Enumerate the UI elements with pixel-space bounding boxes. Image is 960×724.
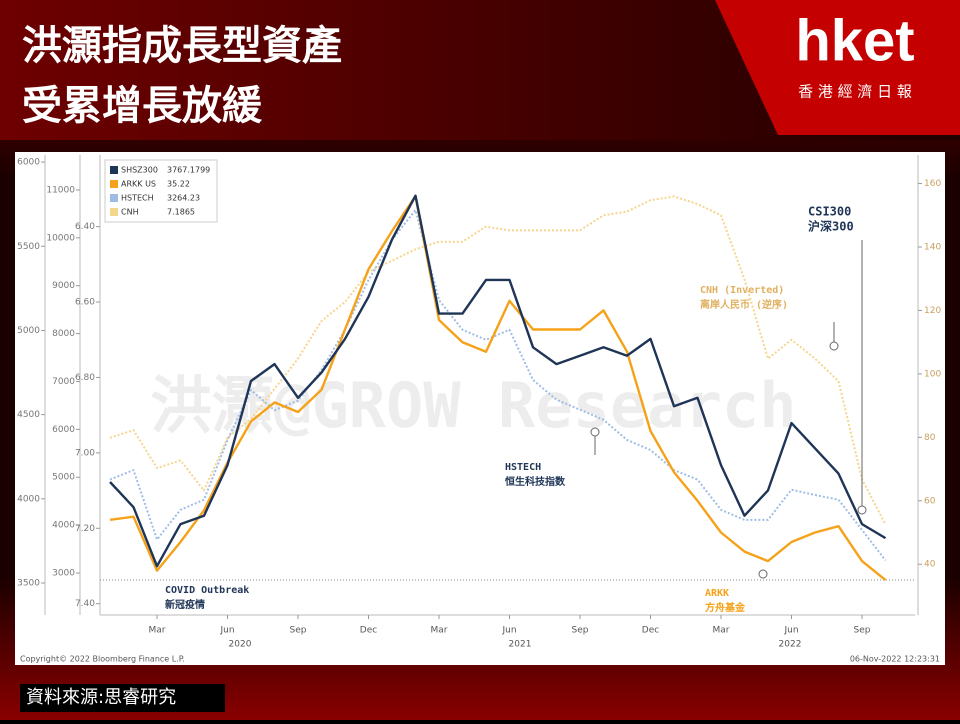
title-line: 受累增長放緩	[22, 83, 263, 129]
y-tick-label: 9000	[52, 281, 75, 291]
legend-value: 7.1865	[167, 208, 195, 217]
logo-subtitle: 香 港 經 濟 日 報	[798, 83, 912, 101]
legend-label: SHSZ300	[121, 166, 158, 175]
y-tick-label: 80	[924, 433, 936, 443]
series-line	[109, 194, 887, 568]
x-tick-label: Mar	[431, 626, 448, 636]
y-tick-label: 3500	[17, 579, 40, 589]
y-tick-label: 6.60	[75, 298, 95, 308]
source-box	[20, 684, 225, 712]
y-tick-label: 10000	[46, 233, 75, 243]
legend-label: ARKK US	[121, 180, 156, 189]
annotation-text: CNH (Inverted)	[700, 285, 784, 296]
y-tick-label: 160	[924, 179, 941, 189]
y-tick-label: 4000	[52, 521, 75, 531]
y-tick-label: 140	[924, 243, 941, 253]
logo-panel	[715, 0, 960, 135]
x-tick-label: Jun	[501, 626, 516, 636]
annotation-text: 恒生科技指数	[505, 475, 566, 488]
legend-box	[104, 159, 218, 223]
x-tick-label: Dec	[360, 626, 377, 636]
series-line	[109, 209, 887, 562]
legend-value: 3767.1799	[167, 166, 210, 175]
x-tick-label: Sep	[290, 626, 307, 636]
chart: 洪灝@GROW Research 3500 4000 4500 5000 5500 6000…	[17, 155, 941, 664]
legend-label: HSTECH	[121, 194, 154, 203]
annotation-dot	[857, 505, 867, 515]
year-label: 2021	[509, 640, 532, 650]
y-tick-label: 6.80	[75, 373, 95, 383]
y-tick-label: 5000	[17, 326, 40, 336]
y-tick-label: 60	[924, 496, 936, 506]
annotation-text: ARKK	[705, 588, 729, 599]
annotation-text: 沪深300	[808, 219, 854, 234]
legend-value: 35.22	[167, 180, 190, 189]
y-tick-label: 40	[924, 560, 936, 570]
y-tick-label: 8000	[52, 329, 75, 339]
timestamp: 06-Nov-2022 12:23:31	[850, 655, 940, 664]
legend-value: 3264.23	[167, 194, 200, 203]
x-tick-label: Sep	[854, 626, 871, 636]
year-label: 2022	[779, 640, 802, 650]
y-tick-label: 100	[924, 369, 941, 379]
watermark: 洪灝@GROW Research	[150, 369, 797, 442]
y-tick-label: 5500	[17, 242, 40, 252]
x-tick-label: Jun	[219, 626, 234, 636]
y-tick-label: 5000	[52, 473, 75, 483]
source: 資料來源:思睿研究	[26, 687, 176, 708]
y-tick-label: 11000	[46, 185, 75, 195]
legend-label: CNH	[121, 208, 139, 217]
logo: hket	[795, 8, 914, 73]
x-tick-label: Jun	[783, 626, 798, 636]
annotation-dot	[829, 341, 839, 351]
legend-swatch	[110, 208, 118, 216]
annotation-text: 方舟基金	[705, 601, 746, 614]
y-tick-label: 4000	[17, 494, 40, 504]
y-tick-label: 6000	[52, 425, 75, 435]
annotation-text: COVID Outbreak	[165, 585, 249, 596]
y-tick-label: 6.40	[75, 222, 95, 232]
y-tick-label: 7.20	[75, 524, 95, 534]
y-tick-label: 120	[924, 306, 941, 316]
legend-swatch	[110, 166, 118, 174]
y-tick-label: 4500	[17, 410, 40, 420]
year-label: 2020	[229, 640, 252, 650]
legend-swatch	[110, 194, 118, 202]
x-tick-label: Sep	[572, 626, 589, 636]
y-tick-label: 6000	[17, 158, 40, 168]
x-tick-label: Mar	[149, 626, 166, 636]
x-tick-label: Mar	[713, 626, 730, 636]
annotation-text: 离岸人民币 (逆序)	[700, 298, 788, 311]
annotation-text: 新冠疫情	[165, 598, 205, 611]
y-tick-label: 7.00	[75, 448, 95, 458]
copyright: Copyright© 2022 Bloomberg Finance L.P.	[20, 655, 185, 664]
x-tick-label: Dec	[642, 626, 659, 636]
y-tick-label: 3000	[52, 569, 75, 579]
legend-swatch	[110, 180, 118, 188]
y-tick-label: 7000	[52, 377, 75, 387]
y-tick-label: 7.40	[75, 599, 95, 609]
annotation-dot	[758, 569, 768, 579]
annotation-text: HSTECH	[505, 462, 541, 473]
series-line	[109, 195, 887, 582]
series-line	[109, 195, 887, 525]
annotation-text: CSI300	[808, 205, 851, 219]
title-line: 洪灝指成長型資產	[22, 23, 342, 69]
annotation-dot	[590, 427, 600, 437]
